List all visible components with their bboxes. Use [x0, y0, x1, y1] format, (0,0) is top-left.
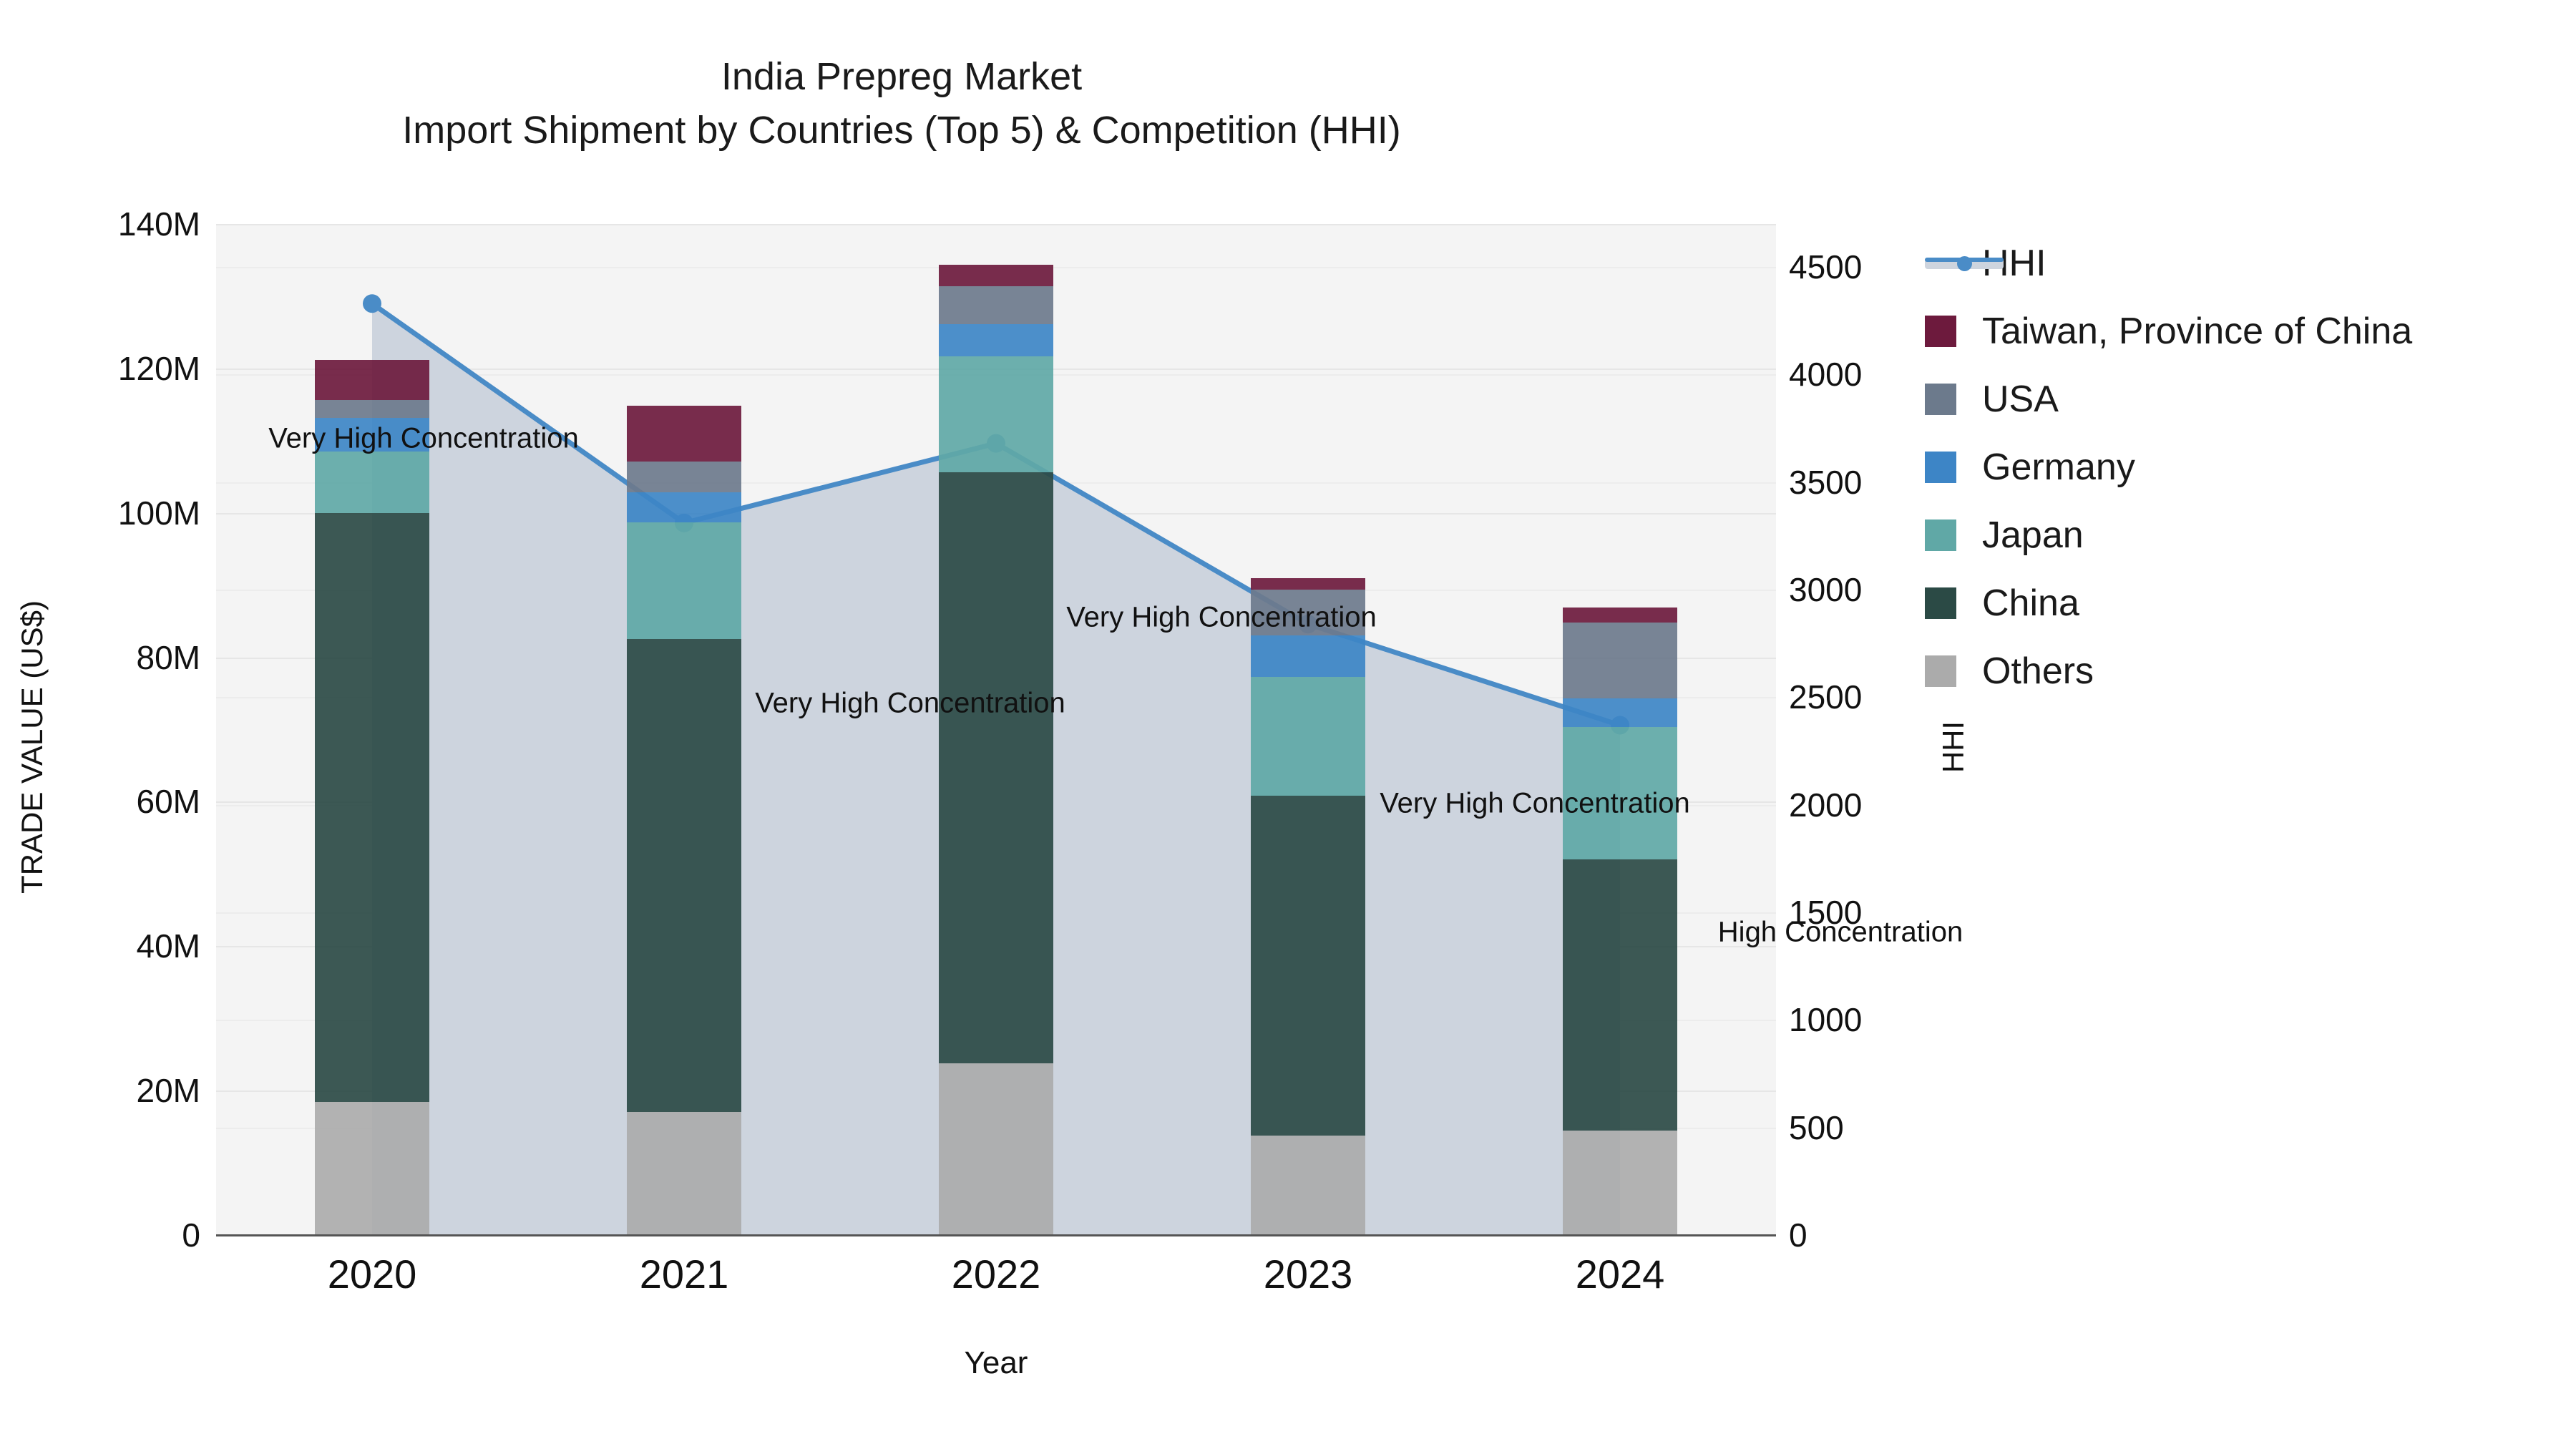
legend-item[interactable]: Taiwan, Province of China: [1925, 297, 2555, 365]
legend-item[interactable]: Others: [1925, 637, 2555, 705]
x-axis-tick-label: 2021: [639, 1252, 729, 1297]
legend-item-label: China: [1982, 582, 2079, 624]
bar-segment[interactable]: [315, 451, 429, 513]
bar-segment[interactable]: [1563, 607, 1677, 623]
bar-segment[interactable]: [1251, 577, 1365, 590]
y-axis-right-tick-label: 4000: [1789, 356, 1863, 394]
x-axis-line: [216, 1234, 1776, 1236]
y-axis-left-tick-label: 80M: [136, 638, 200, 676]
bar-segment[interactable]: [939, 472, 1053, 1063]
concentration-annotation: Very High Concentration: [755, 687, 1065, 719]
x-axis-tick-label: 2020: [327, 1252, 417, 1297]
x-axis-tick-label: 2023: [1263, 1252, 1353, 1297]
legend-color-swatch: [1925, 315, 1956, 347]
bar-stack[interactable]: [1563, 224, 1677, 1235]
x-axis-tick-label: 2022: [951, 1252, 1041, 1297]
bar-segment[interactable]: [1251, 635, 1365, 677]
legend-item[interactable]: USA: [1925, 365, 2555, 433]
legend-item[interactable]: Germany: [1925, 433, 2555, 501]
bar-segment[interactable]: [1251, 676, 1365, 796]
bar-segment[interactable]: [315, 359, 429, 401]
y-axis-left-label: TRADE VALUE (US$): [15, 600, 49, 894]
y-axis-right-tick-label: 2500: [1789, 678, 1863, 716]
y-axis-right-tick-label: 0: [1789, 1216, 1807, 1254]
legend-color-swatch: [1925, 451, 1956, 483]
bar-segment[interactable]: [627, 522, 741, 640]
bar-segment[interactable]: [1563, 859, 1677, 1131]
concentration-annotation: High Concentration: [1717, 916, 1963, 948]
bar-segment[interactable]: [315, 1102, 429, 1235]
legend-item-label: Taiwan, Province of China: [1982, 310, 2413, 352]
y-axis-right-tick-label: 1500: [1789, 894, 1863, 932]
bar-segment[interactable]: [1251, 1135, 1365, 1235]
legend-item[interactable]: Japan: [1925, 501, 2555, 569]
chart-title: India Prepreg Market Import Shipment by …: [0, 50, 1803, 157]
bar-segment[interactable]: [1563, 1130, 1677, 1235]
bar-stack[interactable]: [939, 224, 1053, 1235]
hhi-line-marker-icon: [1925, 248, 2004, 279]
legend-color-swatch: [1925, 519, 1956, 551]
bar-segment[interactable]: [939, 264, 1053, 286]
bar-segment[interactable]: [939, 1063, 1053, 1235]
y-axis-right-tick-label: 4500: [1789, 248, 1863, 286]
y-axis-left-tick-label: 20M: [136, 1072, 200, 1110]
bar-stack[interactable]: [627, 224, 741, 1235]
y-axis-right-tick-label: 3000: [1789, 571, 1863, 609]
chart-legend: HHI Taiwan, Province of China USA Germany Ja…: [1925, 229, 2555, 705]
bar-segment[interactable]: [1563, 623, 1677, 699]
legend-item[interactable]: HHI: [1925, 229, 2555, 297]
y-axis-right-tick-label: 2000: [1789, 786, 1863, 824]
plot-area: Very High Concentration Very High Concent…: [216, 224, 1963, 1236]
y-axis-right-tick-label: 1000: [1789, 1001, 1863, 1039]
bar-segment[interactable]: [315, 512, 429, 1103]
bar-segment[interactable]: [627, 492, 741, 522]
x-axis-tick-label: 2024: [1575, 1252, 1665, 1297]
y-axis-right-tick-label: 3500: [1789, 463, 1863, 501]
y-axis-right-tick-label: 500: [1789, 1108, 1844, 1146]
concentration-annotation: Very High Concentration: [1380, 787, 1690, 819]
bar-segment[interactable]: [627, 406, 741, 462]
legend-item-label: Others: [1982, 650, 2094, 692]
y-axis-left-tick-label: 60M: [136, 783, 200, 821]
bar-segment[interactable]: [939, 324, 1053, 356]
gridline-trade-value: [216, 224, 1776, 225]
y-axis-left-tick-label: 0: [182, 1216, 200, 1254]
y-axis-left-tick-label: 40M: [136, 927, 200, 965]
bar-stack[interactable]: [1251, 224, 1365, 1235]
chart-title-line-1: India Prepreg Market: [721, 55, 1083, 98]
x-axis-label: Year: [964, 1345, 1028, 1380]
bar-segment[interactable]: [1251, 796, 1365, 1136]
bar-segment[interactable]: [1563, 698, 1677, 728]
bar-segment[interactable]: [627, 462, 741, 493]
y-axis-left-tick-label: 100M: [117, 494, 200, 532]
bar-segment[interactable]: [939, 286, 1053, 325]
legend-color-swatch: [1925, 655, 1956, 687]
legend-item-label: Germany: [1982, 446, 2135, 488]
concentration-annotation: Very High Concentration: [268, 422, 579, 454]
concentration-annotation: Very High Concentration: [1066, 601, 1377, 633]
bar-segment[interactable]: [315, 400, 429, 418]
y-axis-left-tick-label: 120M: [117, 349, 200, 387]
bar-segment[interactable]: [1563, 727, 1677, 860]
bar-stack[interactable]: [315, 224, 429, 1235]
legend-color-swatch: [1925, 383, 1956, 415]
chart-title-line-2: Import Shipment by Countries (Top 5) & C…: [402, 108, 1401, 152]
legend-item-label: USA: [1982, 378, 2059, 420]
legend-color-swatch: [1925, 587, 1956, 619]
hhi-data-point[interactable]: [363, 294, 381, 313]
bar-segment[interactable]: [627, 1112, 741, 1235]
bar-segment[interactable]: [939, 356, 1053, 473]
bar-segment[interactable]: [1251, 589, 1365, 636]
bar-segment[interactable]: [627, 639, 741, 1113]
legend-item-label: Japan: [1982, 514, 2084, 556]
legend-item[interactable]: China: [1925, 569, 2555, 637]
y-axis-left-tick-label: 140M: [117, 205, 200, 243]
bar-segment[interactable]: [315, 417, 429, 452]
